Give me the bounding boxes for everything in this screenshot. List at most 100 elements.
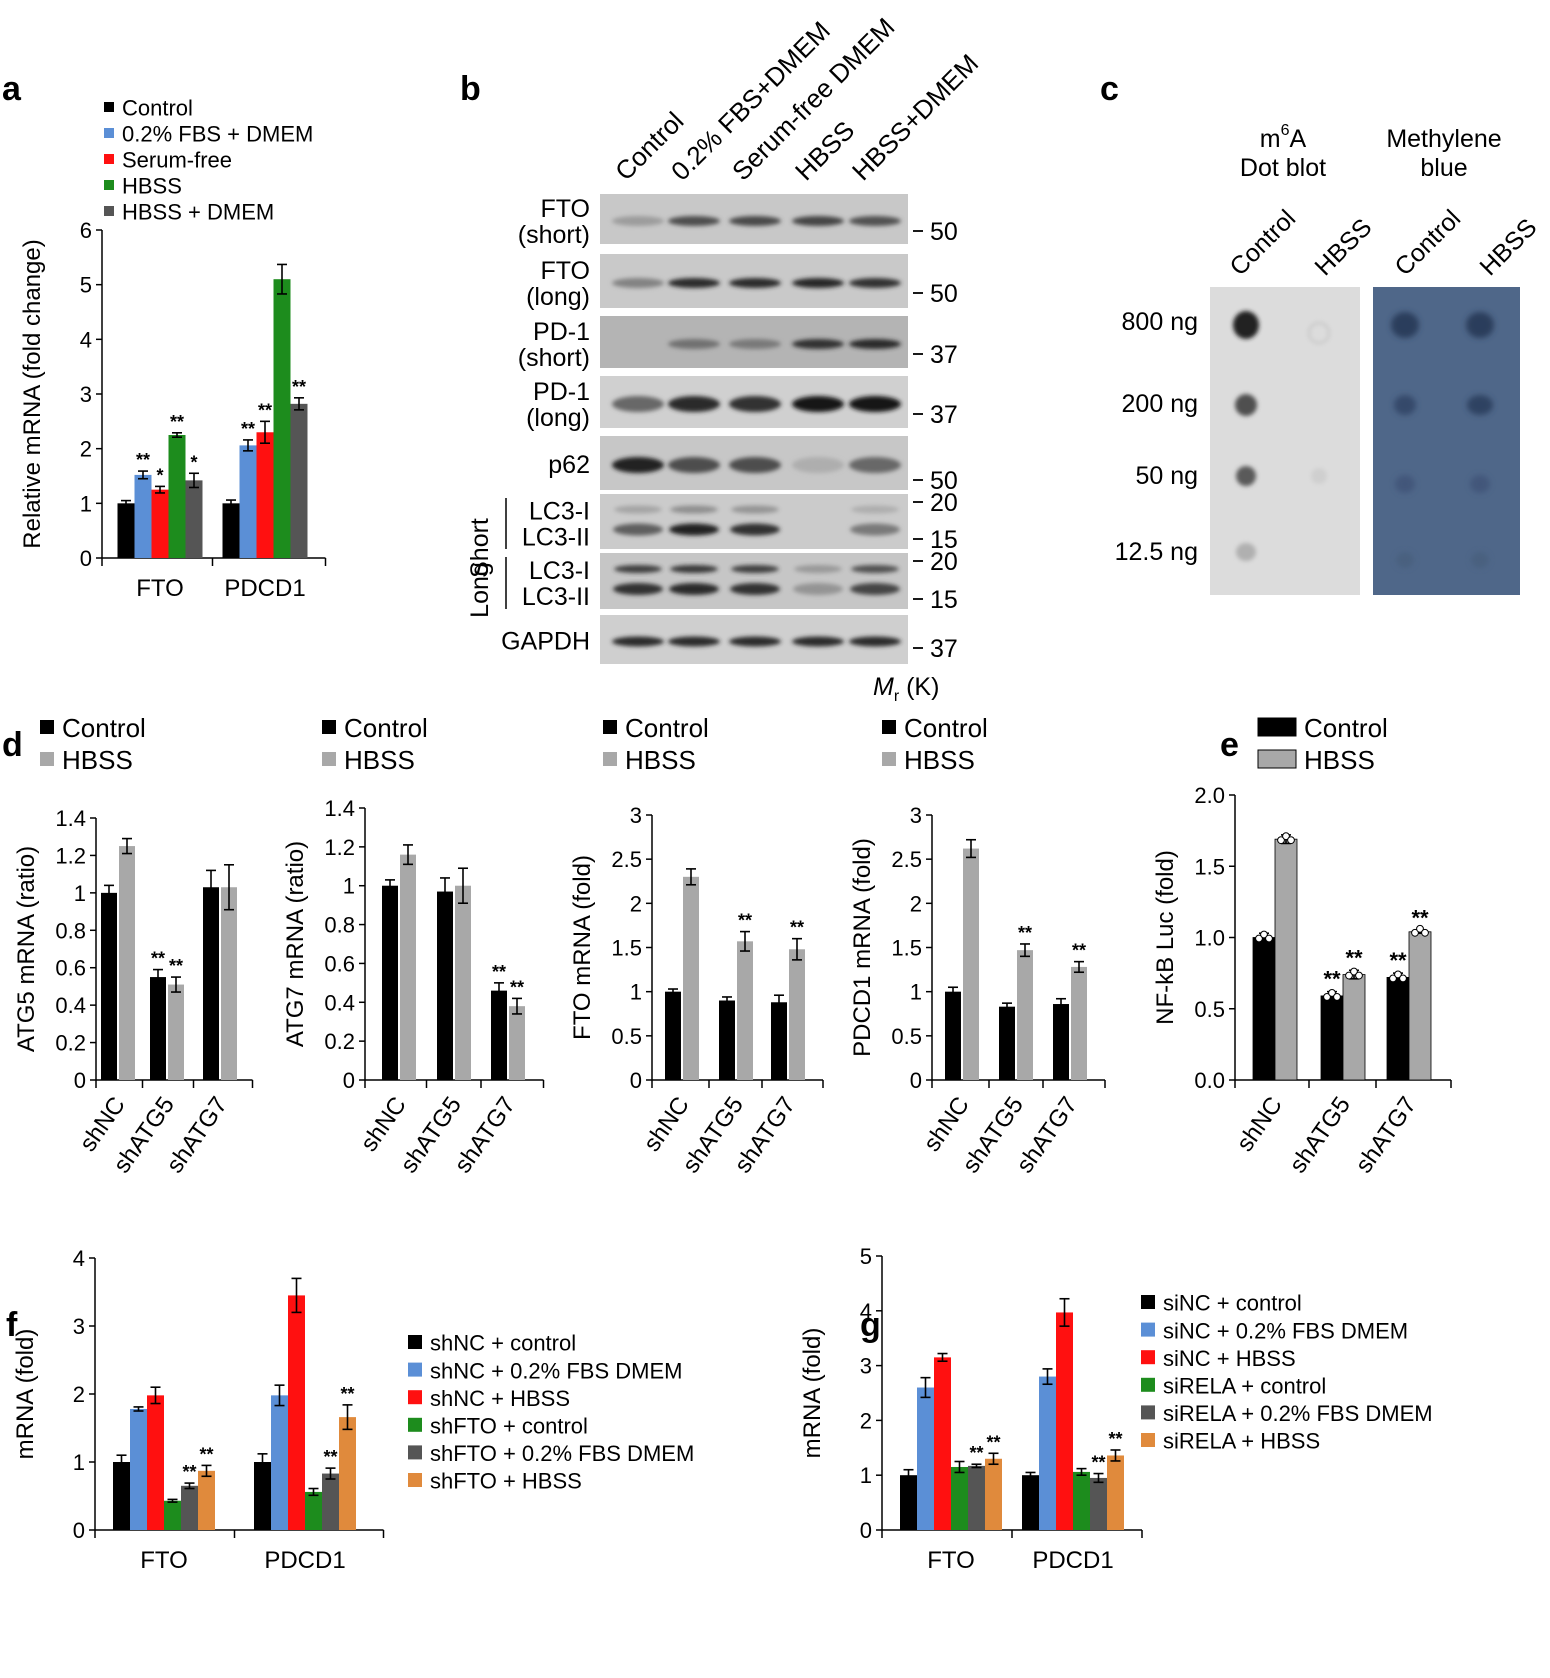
y-axis-label: PDCD1 mRNA (fold) — [849, 838, 876, 1057]
exposure-label-short: Short — [466, 518, 494, 578]
significance-mark: ** — [1389, 948, 1407, 973]
chart-panel-e: 0.00.51.01.52.0NF-kB Luc (fold)shNCshATG… — [1152, 713, 1452, 1178]
blot-band — [614, 505, 662, 514]
blot-band — [849, 636, 901, 647]
blot-row-label: (long) — [526, 404, 590, 432]
data-point — [1333, 993, 1341, 1001]
bar — [455, 885, 471, 1080]
dot — [1235, 394, 1257, 416]
data-point — [1399, 974, 1407, 983]
bar — [1071, 966, 1087, 1080]
bar — [771, 1002, 787, 1080]
bar — [168, 435, 186, 558]
blot-band — [668, 216, 720, 226]
y-tick-label: 1.5 — [891, 936, 922, 961]
category-label: FTO — [140, 1547, 188, 1574]
dot — [1471, 552, 1489, 568]
bar — [1107, 1455, 1124, 1530]
mr-label: Mr (K) — [873, 673, 939, 705]
data-point — [1328, 989, 1336, 997]
legend-swatch — [408, 1445, 422, 1460]
dot-blot-dots — [1233, 311, 1330, 561]
methylene-blue-dots — [1391, 312, 1494, 568]
bar — [1053, 1004, 1069, 1080]
blot-band — [669, 523, 719, 536]
bar — [256, 432, 274, 558]
marker-label: 37 — [930, 635, 958, 663]
significance-mark: ** — [1091, 1453, 1105, 1473]
significance-mark: ** — [986, 1432, 1000, 1452]
blot-band — [792, 636, 844, 647]
blot-row-label: LC3-II — [522, 583, 590, 611]
bar — [151, 489, 169, 558]
dot — [1467, 395, 1493, 415]
bar — [339, 1417, 356, 1530]
category-label: shNC — [355, 1092, 412, 1157]
y-tick-label: 0.4 — [55, 993, 86, 1018]
dot — [1236, 543, 1256, 561]
dot — [1233, 311, 1259, 339]
blot-band — [668, 457, 720, 473]
blot-row-label: LC3-I — [529, 498, 590, 526]
y-tick-label: 4 — [73, 1246, 85, 1271]
bar — [1320, 995, 1344, 1081]
blot-band — [849, 216, 901, 226]
blot-band — [670, 565, 718, 573]
category-label: shATG7 — [1350, 1092, 1422, 1178]
y-tick-label: 1.5 — [1194, 854, 1225, 879]
data-point — [1355, 971, 1363, 980]
y-tick-label: 2 — [910, 891, 922, 916]
bar — [185, 480, 203, 558]
blot-strip — [600, 553, 908, 609]
y-tick-label: 0 — [910, 1068, 922, 1093]
blot-band — [731, 565, 779, 573]
legend-swatch — [104, 180, 114, 190]
blot-band — [793, 583, 843, 595]
y-tick-label: 1 — [80, 491, 92, 516]
bar — [951, 1466, 968, 1530]
dot-blot-col-control: Control — [1224, 204, 1301, 281]
y-tick-label: 1 — [860, 1463, 872, 1488]
legend-swatch — [603, 720, 617, 734]
marker-label: 15 — [930, 586, 958, 614]
blot-band — [792, 396, 844, 412]
bar — [119, 846, 135, 1080]
bar — [985, 1458, 1002, 1530]
dot — [1395, 475, 1415, 493]
significance-mark: ** — [323, 1447, 337, 1467]
y-tick-label: 0.8 — [324, 913, 355, 938]
chart-panel-d-atg7: 0 0.2 0.4 0.6 0.8 1 1.2 1.4 ATG7 mRNA (ratio) shN… — [282, 713, 545, 1178]
bar — [963, 848, 979, 1080]
blot-band — [612, 216, 664, 226]
y-tick-label: 1.4 — [324, 796, 355, 821]
legend-swatch — [1141, 1405, 1155, 1420]
blot-band — [792, 339, 844, 349]
marker-label: 37 — [930, 401, 958, 429]
y-tick-label: 3 — [630, 803, 642, 828]
data-point — [1265, 934, 1273, 943]
bar — [288, 1295, 305, 1530]
y-tick-label: 0.2 — [324, 1029, 355, 1054]
legend-swatch — [1257, 749, 1297, 769]
dot — [1470, 475, 1490, 493]
significance-mark: ** — [1108, 1429, 1122, 1449]
significance-mark: ** — [510, 977, 524, 997]
lane-label: HBSS+DMEM — [846, 48, 984, 186]
legend-swatch — [408, 1335, 422, 1349]
blot-row-label: FTO — [540, 257, 590, 285]
methylene-col-hbss: HBSS — [1474, 213, 1542, 281]
legend-swatch — [1141, 1295, 1155, 1309]
legend-label: shFTO + 0.2% FBS DMEM — [430, 1441, 694, 1466]
y-axis-label: FTO mRNA (fold) — [569, 855, 596, 1040]
significance-mark: ** — [1411, 905, 1429, 930]
significance-mark: ** — [136, 450, 150, 470]
bar — [665, 991, 681, 1080]
blot-band — [729, 636, 781, 647]
significance-mark: ** — [1018, 923, 1032, 943]
legend-label: shNC + 0.2% FBS DMEM — [430, 1358, 682, 1383]
bar — [181, 1485, 198, 1530]
y-tick-label: 1 — [73, 1450, 85, 1475]
data-point — [1282, 832, 1290, 841]
